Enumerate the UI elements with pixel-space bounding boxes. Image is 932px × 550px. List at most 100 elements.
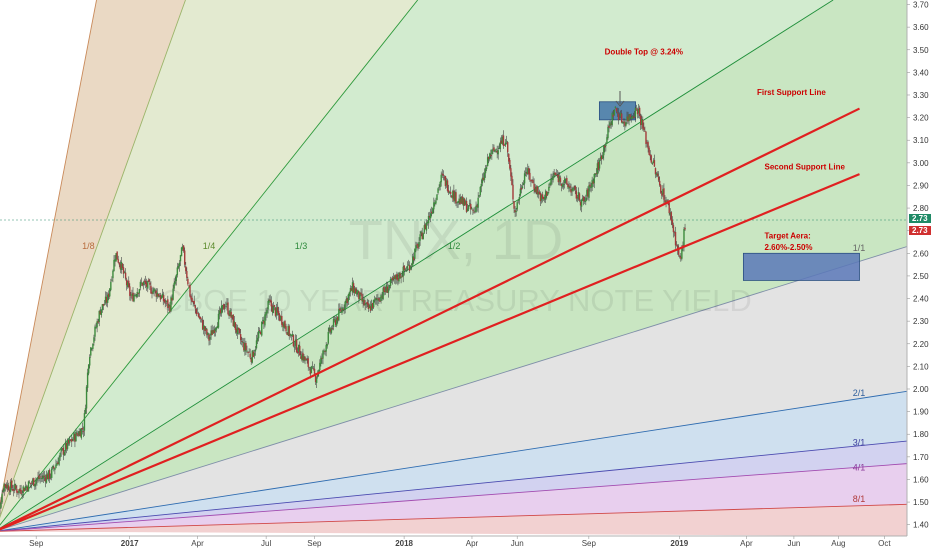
candle-body <box>176 267 179 276</box>
candle-body <box>266 309 268 314</box>
candle-body <box>414 249 416 259</box>
candle-body <box>113 259 115 272</box>
candle-body <box>361 293 363 302</box>
candle-body <box>531 179 533 181</box>
fan-label-1-2: 1/2 <box>448 241 461 251</box>
candle-body <box>327 331 329 344</box>
candle-body <box>517 200 519 201</box>
candle-body <box>528 167 530 175</box>
fan-label-8-1: 8/1 <box>853 494 866 504</box>
candle-body <box>598 160 601 169</box>
y-tick-label: 3.00 <box>913 159 929 168</box>
candle-body <box>662 189 664 195</box>
candle-body <box>477 197 479 208</box>
candle-body <box>456 202 458 204</box>
candle-body <box>302 352 304 361</box>
price-candles <box>0 103 686 515</box>
candle-body <box>625 122 627 126</box>
candle-body <box>241 341 243 342</box>
candle-body <box>326 344 328 347</box>
candle-body <box>380 295 382 302</box>
candle-body <box>457 201 459 203</box>
candle-body <box>132 292 134 302</box>
candle-body <box>141 282 144 286</box>
candle-body <box>303 355 305 362</box>
candle-body <box>0 507 1 509</box>
candle-body <box>505 140 508 142</box>
candle-body <box>547 192 549 195</box>
candle-body <box>227 302 229 314</box>
candle-body <box>377 298 379 301</box>
candle-body <box>330 327 333 333</box>
candle-body <box>429 213 432 219</box>
candle-body <box>425 222 428 231</box>
candle-body <box>654 168 657 175</box>
candle-body <box>269 299 271 302</box>
candle-body <box>593 174 595 184</box>
candle-body <box>75 431 77 442</box>
candle-body <box>440 174 442 183</box>
candle-body <box>280 316 282 320</box>
y-tick-label: 3.20 <box>913 114 929 123</box>
candle-body <box>250 358 252 362</box>
candle-body <box>84 408 87 414</box>
fan-line-4-1 <box>0 463 907 532</box>
candle-body <box>630 117 632 119</box>
candle-body <box>162 295 165 302</box>
candle-body <box>526 172 528 174</box>
candle-body <box>272 305 275 314</box>
candle-body <box>178 262 181 267</box>
candle-body <box>283 322 285 329</box>
candle-body <box>669 212 671 215</box>
candle-body <box>104 296 107 304</box>
candle-body <box>332 319 335 327</box>
candle-body <box>239 334 242 341</box>
candle-body <box>282 323 284 327</box>
candle-body <box>30 482 33 484</box>
y-tick-label: 2.30 <box>913 317 929 326</box>
candle-body <box>53 466 55 469</box>
candle-body <box>647 142 649 149</box>
candle-body <box>39 478 41 480</box>
candle-body <box>436 194 438 200</box>
candle-body <box>606 137 608 144</box>
y-tick-label: 3.30 <box>913 91 929 100</box>
candle-body <box>14 483 16 490</box>
candle-body <box>58 457 60 465</box>
y-tick-label: 3.10 <box>913 136 929 145</box>
candle-body <box>165 302 167 304</box>
y-tick-label: 2.50 <box>913 272 929 281</box>
candle-body <box>296 351 299 354</box>
candle-body <box>324 351 326 352</box>
candle-body <box>483 172 486 180</box>
candle-body <box>533 183 535 189</box>
candle-body <box>192 301 194 303</box>
candle-body <box>579 201 582 206</box>
candle-body <box>597 162 600 170</box>
candle-body <box>219 309 222 314</box>
candle-body <box>583 196 585 202</box>
candle-body <box>299 345 301 356</box>
candle-body <box>684 227 686 230</box>
candle-body <box>419 234 421 241</box>
candle-body <box>36 478 38 481</box>
candle-body <box>66 440 69 449</box>
candle-body <box>95 327 97 328</box>
candle-body <box>590 186 592 189</box>
candle-body <box>666 200 668 202</box>
candle-body <box>243 342 245 351</box>
candle-body <box>32 479 34 483</box>
y-tick-label: 2.60 <box>913 249 929 258</box>
candle-body <box>198 316 201 319</box>
candle-body <box>482 177 485 180</box>
x-tick-label: 2017 <box>121 539 139 548</box>
candle-body <box>121 263 124 269</box>
candle-body <box>442 174 445 176</box>
candle-body <box>670 212 673 221</box>
candle-body <box>20 489 22 494</box>
candle-body <box>37 477 39 479</box>
candle-body <box>315 377 318 383</box>
candle-body <box>353 288 356 294</box>
candle-body <box>447 190 450 193</box>
candle-body <box>386 286 389 293</box>
